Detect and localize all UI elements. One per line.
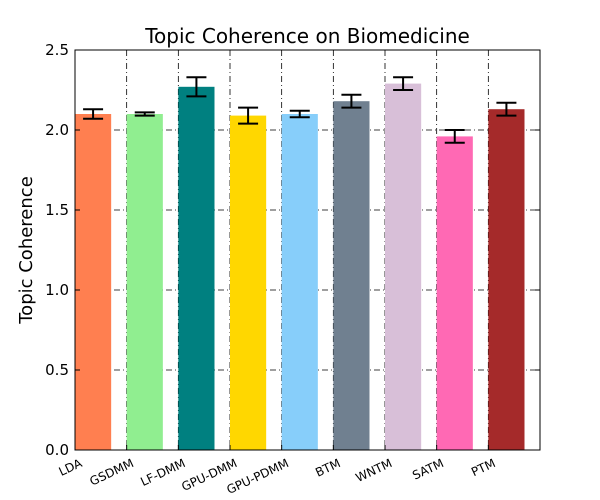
x-tick-label: LDA [57,456,85,479]
x-tick-label: WNTM [353,456,394,485]
y-axis-ticks: 0.0 0.5 1.0 1.5 2.0 2.5 [45,41,540,459]
y-tick-label: 1.5 [45,201,69,219]
chart-title: Topic Coherence on Biomedicine [144,24,470,48]
bar-lda [75,114,112,450]
bar-btm [333,101,370,450]
bars [75,83,525,451]
x-tick-label: SATM [410,456,446,483]
bar-satm [436,136,473,450]
bar-gpu-pdmm [281,114,318,450]
error-bars [83,76,517,144]
bar-gpu-dmm [230,115,267,450]
bar-gsdmm [126,114,163,450]
bar-ptm [488,109,525,450]
y-tick-label: 1.0 [45,281,69,299]
y-tick-label: 0.5 [45,361,69,379]
bar-lf-dmm [178,86,215,451]
y-axis-label: Topic Coherence [16,176,37,325]
y-tick-label: 0.0 [45,441,69,459]
x-tick-label: GSDMM [88,456,136,488]
x-tick-label: PTM [469,456,498,479]
plot-frame [74,49,541,451]
x-tick-label: BTM [313,456,342,480]
y-tick-label: 2.5 [45,41,69,59]
y-tick-label: 2.0 [45,121,69,139]
bar-wntm [385,83,422,450]
